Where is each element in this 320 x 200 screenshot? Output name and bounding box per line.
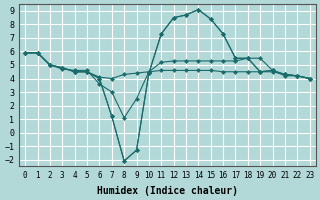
X-axis label: Humidex (Indice chaleur): Humidex (Indice chaleur) <box>97 186 238 196</box>
